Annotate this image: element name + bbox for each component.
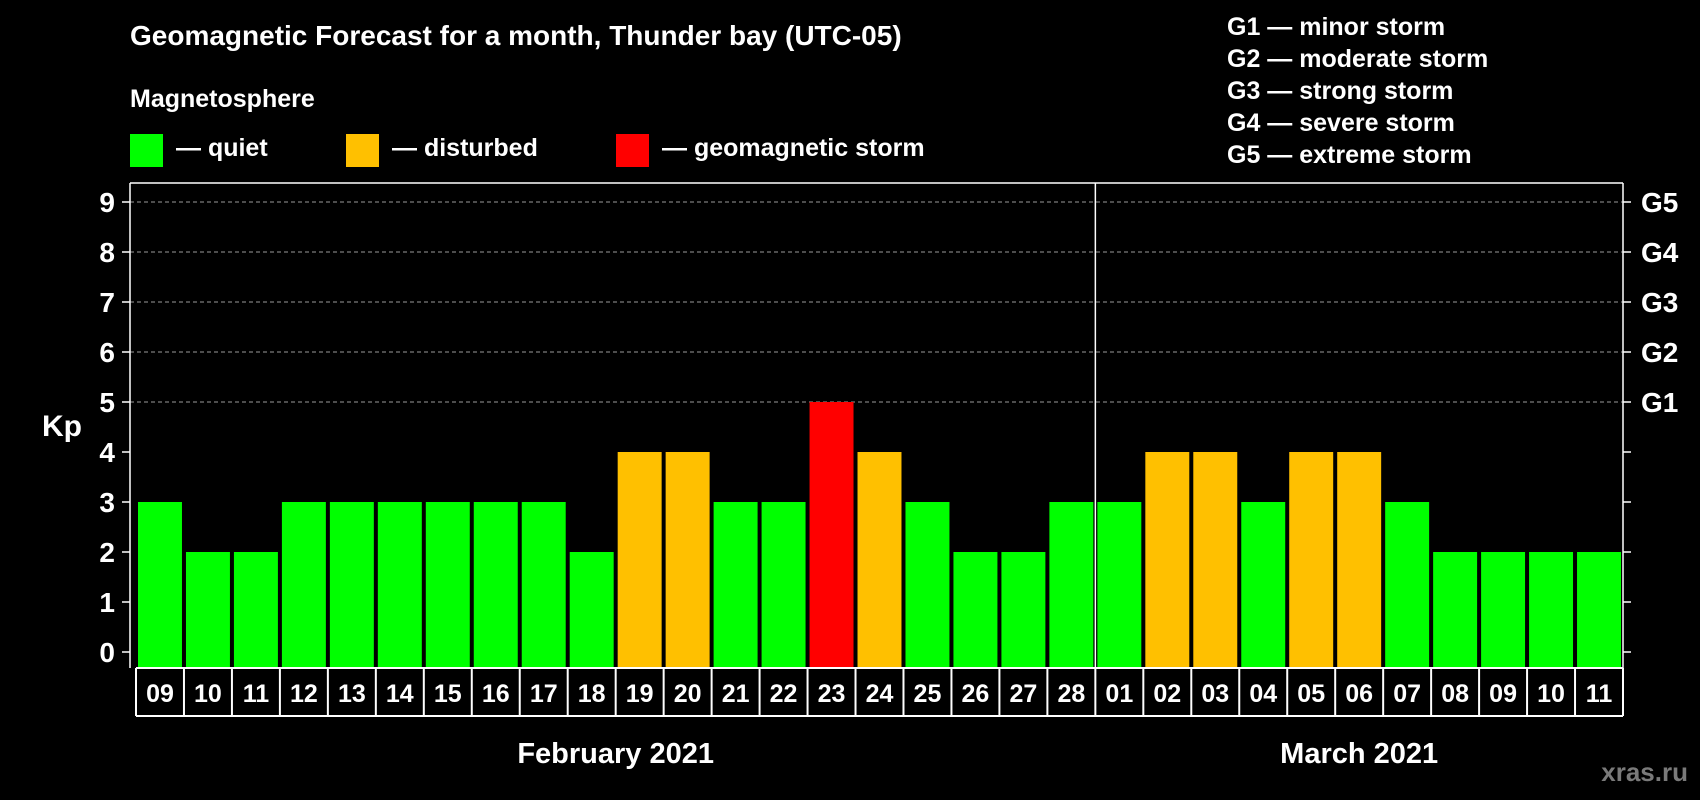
magnetosphere-label: Magnetosphere (130, 85, 315, 113)
gtick-label-G2: G2 (1641, 337, 1678, 368)
ytick-label-2: 2 (99, 537, 115, 568)
bar-20 (1097, 502, 1142, 668)
bar-2 (233, 552, 278, 668)
bar-15 (857, 452, 902, 668)
bar-10 (617, 452, 662, 668)
bar-23 (1241, 502, 1286, 668)
bar-1 (185, 552, 230, 668)
date-label-30: 11 (1586, 680, 1613, 708)
bar-26 (1385, 502, 1430, 668)
y-axis-label: Kp (42, 410, 82, 443)
ytick-label-3: 3 (99, 487, 115, 518)
bar-12 (713, 502, 758, 668)
bar-22 (1193, 452, 1238, 668)
ytick-label-9: 9 (99, 187, 115, 218)
bar-16 (905, 502, 950, 668)
bar-5 (377, 502, 422, 668)
date-label-23: 04 (1249, 680, 1277, 708)
gtick-label-G5: G5 (1641, 187, 1678, 218)
bar-27 (1433, 552, 1478, 668)
legend-label-storm: — geomagnetic storm (662, 134, 925, 162)
date-label-22: 03 (1201, 680, 1229, 708)
legend-swatch-quiet (130, 134, 163, 167)
ytick-label-7: 7 (99, 287, 115, 318)
ytick-label-6: 6 (99, 337, 115, 368)
bar-9 (569, 552, 614, 668)
bar-8 (521, 502, 566, 668)
date-label-11: 20 (674, 680, 702, 708)
ytick-label-0: 0 (99, 637, 115, 668)
legend-swatch-storm (616, 134, 649, 167)
date-label-16: 25 (914, 680, 942, 708)
gtick-label-G1: G1 (1641, 387, 1678, 418)
date-label-10: 19 (626, 680, 654, 708)
date-label-9: 18 (578, 680, 606, 708)
bar-19 (1049, 502, 1094, 668)
date-label-24: 05 (1297, 680, 1325, 708)
date-label-13: 22 (770, 680, 798, 708)
gtick-label-G4: G4 (1641, 237, 1679, 268)
bar-4 (329, 502, 374, 668)
legend-label-disturbed: — disturbed (392, 134, 538, 162)
bar-0 (138, 502, 182, 668)
bar-17 (953, 552, 998, 668)
bar-7 (473, 502, 518, 668)
date-label-28: 09 (1489, 680, 1517, 708)
date-label-4: 13 (338, 680, 366, 708)
date-label-5: 14 (386, 680, 414, 708)
gscale-g4: G4 — severe storm (1227, 109, 1455, 137)
date-label-12: 21 (722, 680, 750, 708)
bar-24 (1289, 452, 1334, 668)
ytick-label-5: 5 (99, 387, 115, 418)
ytick-label-1: 1 (99, 587, 115, 618)
date-label-26: 07 (1393, 680, 1421, 708)
date-label-2: 11 (243, 680, 270, 708)
date-label-14: 23 (818, 680, 846, 708)
bar-28 (1481, 552, 1526, 668)
bar-21 (1145, 452, 1190, 668)
gscale-g2: G2 — moderate storm (1227, 45, 1489, 73)
watermark: xras.ru (1601, 757, 1688, 787)
bar-3 (281, 502, 326, 668)
bar-13 (761, 502, 806, 668)
bar-11 (665, 452, 710, 668)
date-label-0: 09 (146, 680, 174, 708)
chart-title: Geomagnetic Forecast for a month, Thunde… (130, 20, 902, 51)
date-label-18: 27 (1009, 680, 1037, 708)
bar-14 (809, 402, 854, 668)
date-label-17: 26 (962, 680, 990, 708)
ytick-label-8: 8 (99, 237, 115, 268)
bar-6 (425, 502, 470, 668)
date-label-8: 17 (530, 680, 558, 708)
bar-30 (1577, 552, 1621, 668)
date-label-1: 10 (194, 680, 222, 708)
ytick-label-4: 4 (99, 437, 115, 468)
date-label-25: 06 (1345, 680, 1373, 708)
gtick-label-G3: G3 (1641, 287, 1678, 318)
date-label-21: 02 (1153, 680, 1181, 708)
gscale-g1: G1 — minor storm (1227, 13, 1446, 41)
month-label-0: February 2021 (517, 738, 714, 770)
gscale-g3: G3 — strong storm (1227, 77, 1454, 105)
date-label-15: 24 (866, 680, 894, 708)
bar-25 (1337, 452, 1382, 668)
month-label-1: March 2021 (1280, 738, 1438, 770)
date-label-6: 15 (434, 680, 462, 708)
date-label-20: 01 (1105, 680, 1133, 708)
legend-swatch-disturbed (346, 134, 379, 167)
date-label-7: 16 (482, 680, 510, 708)
gscale-g5: G5 — extreme storm (1227, 141, 1472, 169)
date-label-19: 28 (1057, 680, 1085, 708)
date-label-29: 10 (1537, 680, 1565, 708)
date-label-27: 08 (1441, 680, 1469, 708)
date-label-3: 12 (290, 680, 318, 708)
legend-label-quiet: — quiet (176, 134, 268, 162)
bar-18 (1001, 552, 1046, 668)
bar-29 (1529, 552, 1574, 668)
